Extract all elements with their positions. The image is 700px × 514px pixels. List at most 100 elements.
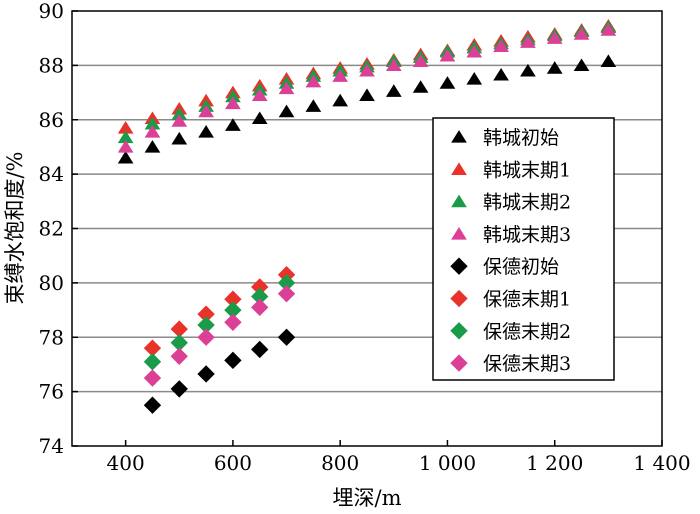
x-tick-label: 800: [321, 451, 359, 475]
data-point: [546, 31, 563, 44]
x-tick-label: 600: [214, 451, 252, 475]
data-point: [225, 118, 241, 131]
data-point: [520, 63, 536, 77]
data-point: [171, 107, 188, 120]
y-axis-title: 束缚水饱和度/%: [3, 151, 27, 304]
data-point: [251, 340, 269, 359]
legend-marker: [451, 162, 467, 175]
y-tick-label: 84: [39, 162, 64, 186]
data-point: [600, 23, 617, 36]
data-point: [198, 104, 214, 118]
data-point: [170, 334, 188, 352]
legend-label: 韩城末期2: [483, 192, 571, 214]
data-point: [251, 88, 268, 101]
legend-marker: [450, 289, 468, 308]
data-point: [170, 380, 188, 398]
legend-label: 保德初始: [483, 256, 559, 278]
axis-ticks: 74 76 78 80 82 84 86 88 90 400 600 800 1 000 1 200 1 4…: [39, 0, 691, 475]
data-point: [197, 365, 215, 383]
data-point: [278, 81, 295, 95]
data-point: [144, 125, 161, 138]
data-point: [143, 369, 162, 387]
data-point: [439, 76, 456, 89]
y-tick-label: 86: [39, 108, 64, 132]
data-point: [143, 396, 162, 414]
data-point: [573, 27, 590, 40]
data-point: [520, 35, 536, 48]
data-point: [117, 150, 134, 164]
data-point: [278, 104, 295, 118]
data-point: [143, 339, 162, 357]
data-point: [439, 48, 456, 62]
y-tick-label: 90: [39, 0, 64, 23]
data-point: [251, 111, 268, 125]
data-point: [225, 96, 241, 110]
legend-marker: [451, 226, 467, 240]
data-point: [170, 320, 188, 338]
data-point: [466, 72, 483, 85]
data-point: [197, 305, 215, 323]
data-point: [385, 84, 402, 97]
data-point: [251, 298, 269, 317]
data-point: [224, 290, 242, 308]
data-point: [277, 328, 296, 346]
data-point: [197, 316, 215, 334]
y-tick-label: 76: [39, 380, 64, 404]
legend-label: 保德末期2: [483, 321, 571, 343]
data-points: [117, 19, 617, 414]
data-point: [224, 351, 242, 370]
data-point: [144, 140, 161, 153]
data-point: [546, 61, 563, 74]
gridlines: [72, 64, 662, 393]
data-point: [332, 69, 349, 82]
data-point: [251, 287, 269, 306]
legend-label: 保德末期3: [483, 353, 571, 375]
x-tick-label: 400: [107, 451, 145, 475]
data-point: [224, 301, 242, 319]
data-point: [225, 89, 241, 103]
data-point: [143, 353, 162, 371]
legend-label: 保德末期1: [483, 289, 571, 311]
data-point: [171, 131, 188, 145]
data-point: [600, 54, 617, 67]
data-point: [359, 63, 375, 77]
data-point: [305, 74, 322, 88]
y-tick-label: 88: [39, 53, 64, 77]
data-point: [277, 285, 296, 303]
y-tick-label: 78: [39, 325, 64, 349]
data-point: [359, 88, 375, 101]
data-point: [117, 140, 134, 153]
x-axis-title: 埋深/m: [333, 486, 402, 510]
legend-marker: [450, 322, 468, 340]
data-point: [197, 328, 215, 346]
legend-marker: [451, 194, 467, 208]
data-point: [573, 58, 590, 72]
x-tick-label: 1 400: [633, 451, 690, 475]
legend-label: 韩城初始: [483, 127, 559, 149]
y-tick-label: 80: [39, 271, 64, 295]
legend-label: 韩城末期3: [483, 224, 571, 246]
legend-label: 韩城末期1: [483, 159, 571, 181]
data-point: [493, 39, 509, 53]
data-point: [305, 99, 322, 112]
data-point: [412, 54, 429, 67]
legend-marker: [450, 257, 468, 275]
data-point: [493, 67, 509, 81]
data-point: [117, 130, 134, 144]
x-tick-label: 1 200: [526, 451, 583, 475]
data-point: [198, 125, 214, 138]
data-point: [171, 114, 188, 127]
data-point: [224, 313, 242, 331]
data-point: [117, 120, 134, 134]
data-point: [385, 58, 402, 72]
data-point: [277, 274, 296, 292]
data-point: [332, 93, 349, 107]
legend-marker: [451, 130, 467, 143]
legend-box: [432, 117, 615, 381]
x-tick-label: 1 000: [419, 451, 476, 475]
data-point: [144, 116, 161, 130]
data-point: [170, 347, 188, 365]
data-point: [466, 44, 483, 58]
